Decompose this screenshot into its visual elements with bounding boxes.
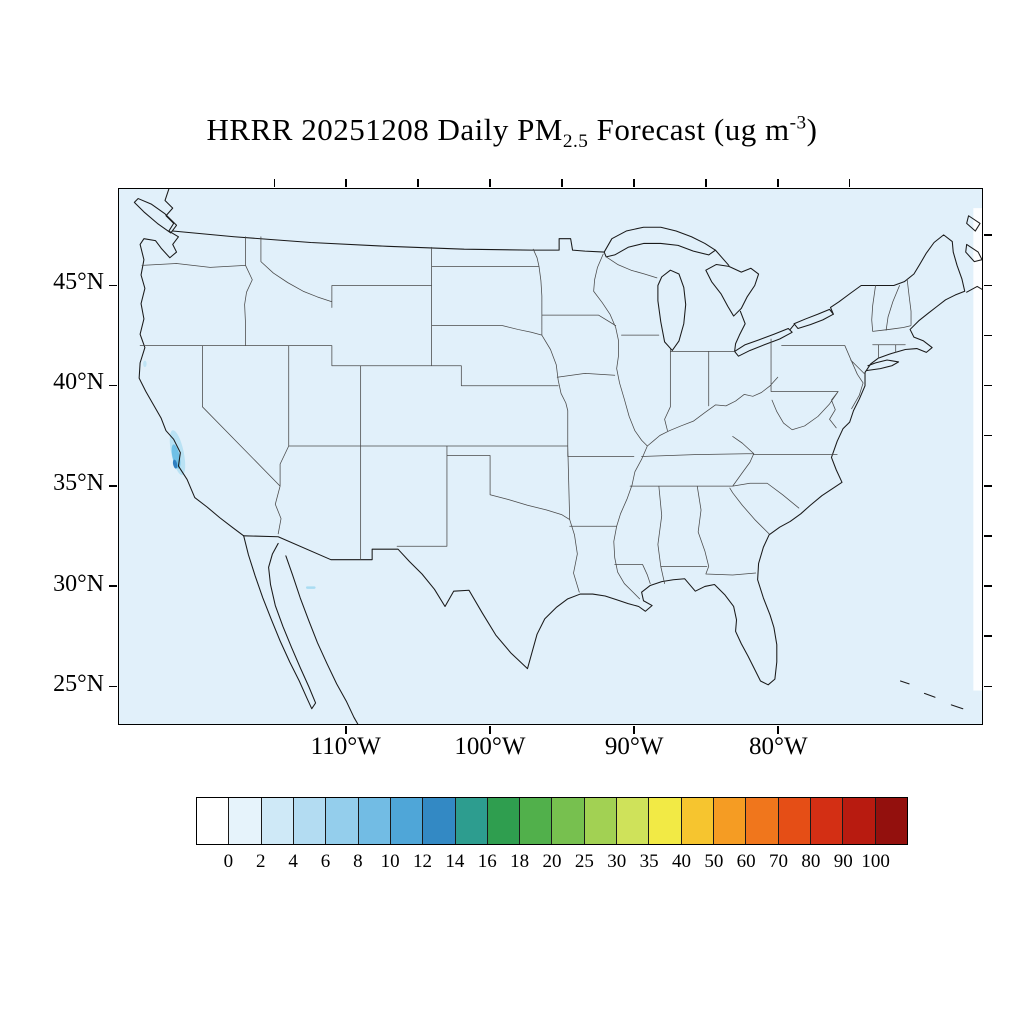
axis-tick-right xyxy=(984,535,992,537)
colorbar-segment xyxy=(358,798,391,844)
colorbar-tick-label: 40 xyxy=(671,851,691,872)
colorbar-segment xyxy=(617,798,650,844)
longitude-axis: 110°W 100°W 90°W 80°W xyxy=(118,733,983,767)
colorbar-tick-label: 14 xyxy=(445,851,465,872)
map-plot-frame xyxy=(109,179,992,734)
colorbar-segment xyxy=(423,798,456,844)
colorbar-tick-label: 35 xyxy=(639,851,659,872)
colorbar-tick-label: 12 xyxy=(413,851,433,872)
axis-tick-right xyxy=(984,635,992,638)
pm25-patches xyxy=(143,360,316,589)
axis-tick-left xyxy=(109,384,117,387)
colorbar-segment xyxy=(326,798,359,844)
colorbar-tick-label: 100 xyxy=(861,851,890,872)
colorbar-tick-label: 6 xyxy=(320,851,331,872)
axis-tick-left xyxy=(109,685,117,688)
colorbar-segment xyxy=(487,798,521,844)
lon-tick-label: 110°W xyxy=(310,733,381,760)
axis-tick-left xyxy=(109,284,117,287)
colorbar-tick-label: 70 xyxy=(769,851,789,872)
axis-tick-bottom xyxy=(489,726,491,734)
colorbar-tick-label: 2 xyxy=(255,851,266,872)
colorbar-segment xyxy=(746,798,779,844)
axis-tick-top xyxy=(489,179,491,187)
title-mid: Forecast (ug m xyxy=(588,112,790,147)
colorbar-segment xyxy=(293,798,327,844)
lon-tick-label: 90°W xyxy=(604,733,664,760)
axis-tick-right xyxy=(984,585,992,588)
colorbar-tick-label: 16 xyxy=(477,851,497,872)
axis-tick-top xyxy=(345,179,348,187)
title-end: ) xyxy=(806,112,818,147)
colorbar-tick-label: 25 xyxy=(574,851,594,872)
axis-tick-right xyxy=(984,334,992,337)
colorbar-segment xyxy=(714,798,747,844)
latitude-axis: 45°N 40°N 35°N 30°N 25°N xyxy=(2,188,108,725)
state-borders xyxy=(139,236,912,600)
colorbar-labels: 0 2 4 6 8 10 12 14 16 18 20 25 30 35 40 50 60 70 80 90 100 xyxy=(196,851,908,877)
colorbar-segment xyxy=(455,798,488,844)
title-superscript: -3 xyxy=(789,112,807,134)
coastlines xyxy=(133,189,982,724)
plot-title: HRRR 20251208 Daily PM2.5 Forecast (ug m… xyxy=(0,112,1024,153)
title-main: HRRR 20251208 Daily PM xyxy=(206,112,563,147)
axis-tick-right xyxy=(984,384,992,387)
lat-tick-label: 30°N xyxy=(53,570,104,597)
axis-tick-right xyxy=(984,234,992,236)
colorbar-tick-label: 0 xyxy=(223,851,234,872)
axis-tick-top xyxy=(776,179,779,187)
axis-tick-top xyxy=(273,179,276,187)
colorbar-tick-label: 90 xyxy=(833,851,853,872)
colorbar-segment xyxy=(810,798,844,844)
axis-tick-right xyxy=(984,434,992,437)
lon-tick-label: 80°W xyxy=(748,733,808,760)
conus-map xyxy=(133,189,982,724)
colorbar-tick-label: 10 xyxy=(380,851,400,872)
colorbar-tick-label: 50 xyxy=(704,851,724,872)
axis-tick-right xyxy=(984,485,992,487)
axis-tick-top xyxy=(633,179,635,187)
lon-tick-label: 100°W xyxy=(454,733,526,760)
title-subscript: 2.5 xyxy=(562,131,589,153)
axis-tick-bottom xyxy=(345,726,348,734)
domain-edge-strip xyxy=(973,208,982,691)
colorbar-segment xyxy=(229,798,262,844)
axis-tick-top xyxy=(417,179,419,187)
axis-tick-left xyxy=(109,485,117,487)
colorbar-segment xyxy=(843,798,876,844)
axis-tick-right xyxy=(984,685,992,688)
colorbar-segment xyxy=(584,798,618,844)
axis-tick-top xyxy=(561,179,563,187)
colorbar-segment xyxy=(520,798,553,844)
axis-tick-top xyxy=(848,179,851,187)
lat-tick-label: 25°N xyxy=(53,671,104,698)
colorbar-tick-label: 80 xyxy=(801,851,821,872)
lat-tick-label: 35°N xyxy=(53,470,104,497)
colorbar-segment xyxy=(649,798,682,844)
colorbar xyxy=(196,797,908,845)
lat-tick-label: 45°N xyxy=(53,268,104,295)
colorbar-tick-label: 18 xyxy=(510,851,530,872)
colorbar-segment xyxy=(197,798,230,844)
colorbar-tick-label: 30 xyxy=(607,851,627,872)
colorbar-segment xyxy=(875,798,907,844)
colorbar-tick-label: 8 xyxy=(353,851,363,872)
colorbar-tick-label: 4 xyxy=(288,851,298,872)
axis-tick-bottom xyxy=(776,726,779,734)
colorbar-tick-label: 20 xyxy=(542,851,562,872)
colorbar-tick-label: 60 xyxy=(736,851,756,872)
axis-tick-left xyxy=(109,585,117,588)
axis-tick-top xyxy=(705,179,707,187)
axis-tick-bottom xyxy=(633,726,635,734)
colorbar-segment xyxy=(261,798,294,844)
axis-tick-right xyxy=(984,284,992,287)
colorbar-segment xyxy=(390,798,424,844)
colorbar-segment xyxy=(552,798,585,844)
colorbar-segment xyxy=(778,798,811,844)
lat-tick-label: 40°N xyxy=(53,369,104,396)
colorbar-segment xyxy=(681,798,714,844)
